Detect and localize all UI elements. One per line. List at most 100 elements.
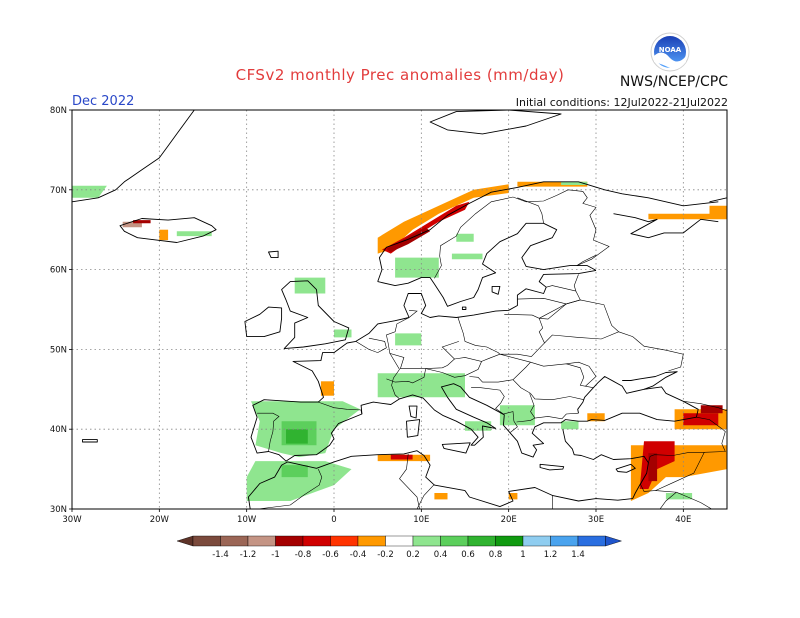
anomaly-region (561, 421, 579, 430)
anomaly-region (665, 493, 693, 500)
colorbar-low-arrow (176, 535, 194, 547)
colorbar-label: -0.6 (322, 550, 339, 560)
coastline-white-sea (613, 213, 719, 239)
colorbar-swatch (467, 535, 496, 547)
anomaly-region (320, 381, 334, 396)
border-iraq-saudi (676, 491, 713, 509)
border-balkans (471, 387, 518, 433)
anomaly-region (499, 405, 535, 426)
coastline-greenland-east (72, 110, 195, 203)
coastline-sardinia (406, 419, 421, 438)
border-germany-west (386, 310, 459, 369)
colorbar-swatch (192, 535, 221, 547)
coastline-iceland (119, 217, 217, 243)
lat-tick-label: 60N (50, 266, 67, 276)
border-spain-france (318, 401, 362, 411)
coastline-ireland (244, 306, 283, 338)
lon-tick-label: 10W (237, 515, 257, 525)
grid-lines (72, 110, 727, 509)
logo-text: NOAA (659, 46, 682, 54)
coastline-black-sea-north (622, 371, 678, 390)
colorbar: -1.4 -1.2 -1 -0.8 -0.6 -0.4 -0.2 0.2 0.4 0.6 0.8 1 1… (176, 535, 623, 560)
border-belarus (539, 299, 620, 344)
coastline-cyprus (615, 463, 636, 473)
coastline-gotland (491, 285, 501, 295)
colorbar-swatch (385, 535, 414, 547)
coastline-novaya-zemlya (709, 197, 727, 203)
border-libya-tunisia (416, 484, 435, 509)
anomaly-region (395, 257, 439, 278)
border-france-east (389, 353, 400, 400)
coastline-faroes (268, 250, 279, 259)
colorbar-swatch (357, 535, 386, 547)
border-turkey-east (648, 416, 726, 463)
anomaly-region (451, 253, 483, 260)
colorbar-label: -0.2 (377, 550, 394, 560)
coastline-crete (539, 463, 565, 471)
anomaly-region (72, 185, 107, 198)
lat-tick-label: 80N (50, 106, 67, 116)
colorbar-swatch (577, 535, 606, 547)
colorbar-swatch (440, 535, 469, 547)
colorbar-swatch (522, 535, 551, 547)
lat-tick-label: 50N (50, 345, 67, 355)
anomaly-region (159, 229, 169, 241)
colorbar-label: 0.4 (434, 550, 448, 560)
map-frame (71, 109, 728, 510)
colorbar-swatch (495, 535, 524, 547)
coastline-bornholm (461, 306, 467, 310)
border-serbia-romania (512, 379, 584, 401)
border-benelux (355, 337, 387, 353)
lon-tick-label: 40E (675, 515, 691, 525)
coastline-great-britain (281, 280, 350, 350)
colorbar-swatch (247, 535, 276, 547)
border-greece-north (516, 417, 536, 423)
border-caucasus (683, 401, 727, 412)
coastline-turkey-south (247, 429, 649, 509)
valid-month-label: Dec 2022 (72, 94, 135, 109)
colorbar-label: 0.2 (406, 550, 420, 560)
coastline-baltic-coast (403, 269, 597, 318)
lon-tick-label: 20W (150, 515, 170, 525)
agency-label: NWS/NCEP/CPC (619, 74, 728, 90)
anomaly-region (294, 277, 326, 294)
border-spain-portugal (257, 412, 280, 452)
border-poland-east (457, 317, 545, 357)
anomaly-region (395, 333, 422, 346)
colorbar-label: -0.4 (350, 550, 367, 560)
colorbar-swatch (220, 535, 249, 547)
coastline-caspian-west (726, 408, 727, 410)
coastline-canary (187, 515, 216, 522)
border-sweden-finland (517, 197, 544, 224)
colorbar-label: 1.4 (571, 550, 585, 560)
border-bulgaria-south (529, 393, 579, 420)
coastline-sicily (441, 442, 471, 454)
anomaly-region (286, 429, 308, 444)
anomaly-region (683, 413, 719, 426)
coastline-norway-south (377, 222, 597, 307)
coastline-svalbard (429, 110, 562, 135)
colorbar-label: 0.6 (461, 550, 475, 560)
initial-conditions-label: Initial conditions: 12Jul2022-21Jul2022 (515, 96, 728, 109)
anomaly-region (133, 220, 151, 224)
border-ukraine-russia (618, 331, 684, 372)
lat-tick-label: 30N (50, 505, 67, 515)
anomaly-region (246, 461, 352, 501)
colorbar-label: -1.2 (240, 550, 257, 560)
coastline-layer (72, 110, 727, 522)
anomaly-region (176, 231, 212, 237)
anomaly-region (648, 205, 727, 220)
map-background (72, 110, 727, 509)
border-latvia-lithuania (517, 297, 567, 305)
border-moldova (566, 361, 597, 387)
border-romania-ukraine (530, 361, 594, 388)
border-czech-slovak (469, 353, 532, 383)
anomaly-region (434, 493, 448, 500)
lon-tick-label: 10E (413, 515, 429, 525)
lon-tick-label: 20E (501, 515, 517, 525)
border-jordan (655, 490, 678, 509)
chart-title: CFSv2 monthly Prec anomalies (mm/day) (235, 66, 565, 84)
lat-tick-label: 40N (50, 425, 67, 435)
colorbar-swatch (412, 535, 441, 547)
